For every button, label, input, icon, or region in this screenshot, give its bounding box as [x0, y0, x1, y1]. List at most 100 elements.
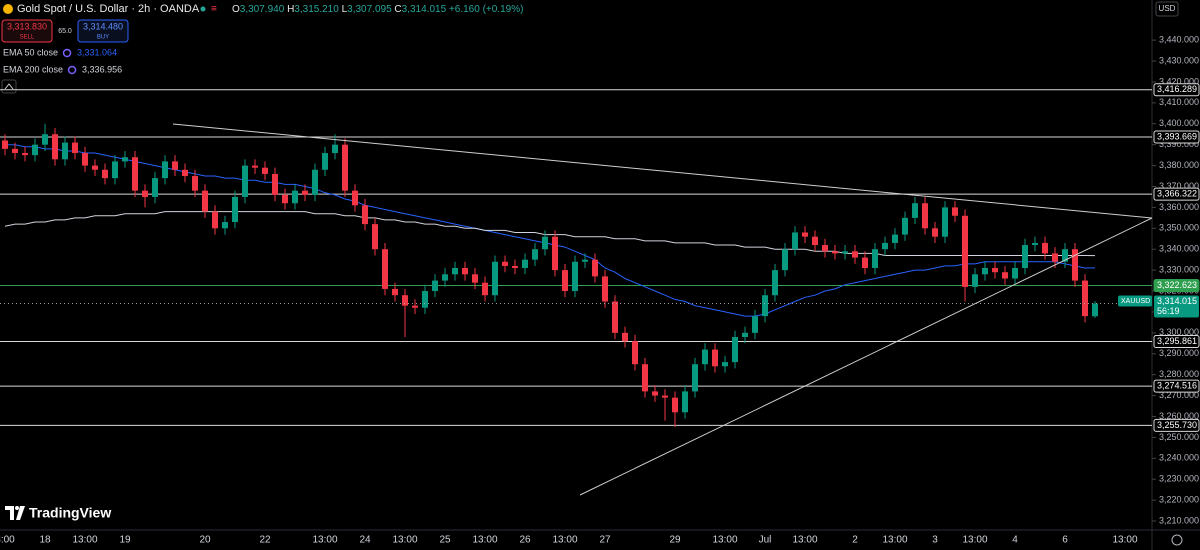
level-label-box	[1153, 379, 1200, 393]
candle-body	[1042, 242, 1048, 254]
candle-body	[1092, 303, 1098, 317]
candle-body	[1002, 272, 1008, 279]
x-tick-label: 13:00	[312, 535, 337, 546]
candle-body	[642, 364, 648, 392]
candle-body	[522, 259, 528, 269]
candle-body	[652, 391, 658, 396]
candle-body	[1062, 249, 1068, 262]
buy-label: BUY	[97, 35, 109, 41]
x-tick-label: 13:00	[552, 535, 577, 546]
level-label-box	[1153, 130, 1200, 144]
x-tick-label: 13:00	[472, 535, 497, 546]
x-tick-label: Jul	[759, 535, 772, 546]
candle-body	[932, 228, 938, 237]
candle-body	[792, 232, 798, 250]
y-tick-label: 3,210.000	[1159, 515, 1199, 525]
logo-dot	[15, 506, 19, 510]
last-price-label: 3,314.015	[1157, 296, 1197, 306]
last-price-box	[1154, 295, 1199, 318]
y-tick-label: 3,260.000	[1159, 411, 1199, 421]
status-icon: ≡	[211, 4, 217, 15]
level-label-box	[1153, 187, 1200, 201]
x-tick-label: 13:00	[882, 535, 907, 546]
candle-body	[222, 222, 228, 229]
currency-button[interactable]	[1155, 1, 1179, 17]
candle-body	[742, 332, 748, 338]
candle-body	[762, 295, 768, 317]
candle-body	[352, 190, 358, 206]
currency: USD	[1159, 4, 1176, 13]
candle-body	[312, 169, 318, 195]
candle-body	[72, 142, 78, 154]
candle-body	[842, 251, 848, 254]
candle-body	[282, 194, 288, 204]
y-tick-label: 3,400.000	[1159, 118, 1199, 128]
buy-button[interactable]	[77, 19, 129, 43]
ema-line	[4, 211, 1096, 257]
candle-body	[552, 236, 558, 271]
logo: TradingView	[5, 505, 111, 521]
legend-value: 3,336.956	[82, 64, 122, 74]
candle-body	[892, 234, 898, 243]
x-tick-label: 3	[932, 535, 938, 546]
candle-body	[1022, 245, 1028, 269]
sell-price: 3,313.830	[7, 21, 47, 31]
candle-body	[202, 190, 208, 212]
x-tick-label: 13:00	[792, 535, 817, 546]
candle-body	[782, 249, 788, 271]
candle-body	[1032, 242, 1038, 246]
candle-body	[542, 236, 548, 250]
x-tick-label: 2	[852, 535, 858, 546]
y-tick-label: 3,250.000	[1159, 432, 1199, 442]
settings-icon[interactable]	[1171, 534, 1183, 546]
legend-value: 3,331.064	[77, 47, 117, 57]
candle-body	[972, 274, 978, 287]
legend-label: EMA 50 close	[3, 47, 58, 57]
candle-body	[252, 165, 258, 168]
trend-line	[579, 217, 1153, 496]
x-tick-label: 24	[359, 535, 371, 546]
candle-body	[162, 161, 168, 179]
legend-icon	[62, 48, 72, 58]
ema-line	[5, 144, 1096, 317]
candle-body	[62, 142, 68, 160]
sell-button[interactable]	[1, 19, 53, 43]
chart-title: Gold Spot / U.S. Dollar · 2h · OANDA	[17, 3, 200, 15]
level-label: 3,393.669	[1157, 131, 1197, 141]
price-axis: 3,210.000 3,220.000 3,230.000 3,240.000 3,25…	[1118, 35, 1200, 525]
y-tick-label: 3,420.000	[1159, 76, 1199, 86]
candle-body	[362, 205, 368, 225]
candle-body	[772, 270, 778, 296]
level-label-box	[1153, 418, 1200, 432]
candle-body	[172, 161, 178, 170]
candle-body	[142, 190, 148, 197]
candle-body	[292, 190, 298, 204]
ohlc-key: O	[232, 4, 240, 15]
candle-body	[192, 176, 198, 191]
change: +6.160 (+0.19%)	[449, 4, 524, 15]
ohlc-legend: O3,307.940 H3,315.210 L3,307.095 C3,314.…	[232, 4, 523, 15]
x-tick-label: 4	[1012, 535, 1018, 546]
candle-body	[452, 268, 458, 275]
candle-body	[2, 140, 8, 149]
candle-body	[942, 207, 948, 237]
x-tick-label: 13:00	[712, 535, 737, 546]
candle-body	[692, 364, 698, 392]
candle-body	[882, 242, 888, 250]
candle-body	[872, 249, 878, 269]
candle-body	[382, 249, 388, 289]
candle-body	[592, 259, 598, 277]
level-label: 3,416.289	[1157, 84, 1197, 94]
y-tick-label: 3,410.000	[1159, 97, 1199, 107]
y-tick-label: 3,370.000	[1159, 181, 1199, 191]
legend-icon	[67, 65, 77, 75]
candle-body	[12, 148, 18, 154]
plot	[0, 89, 1152, 427]
collapse-button[interactable]	[1, 79, 17, 94]
logo-mark	[5, 506, 25, 520]
candle-body	[402, 295, 408, 306]
x-tick-label: 3:00	[0, 535, 15, 546]
ohlc-key: H	[287, 4, 294, 15]
x-tick-label: 18	[39, 535, 51, 546]
